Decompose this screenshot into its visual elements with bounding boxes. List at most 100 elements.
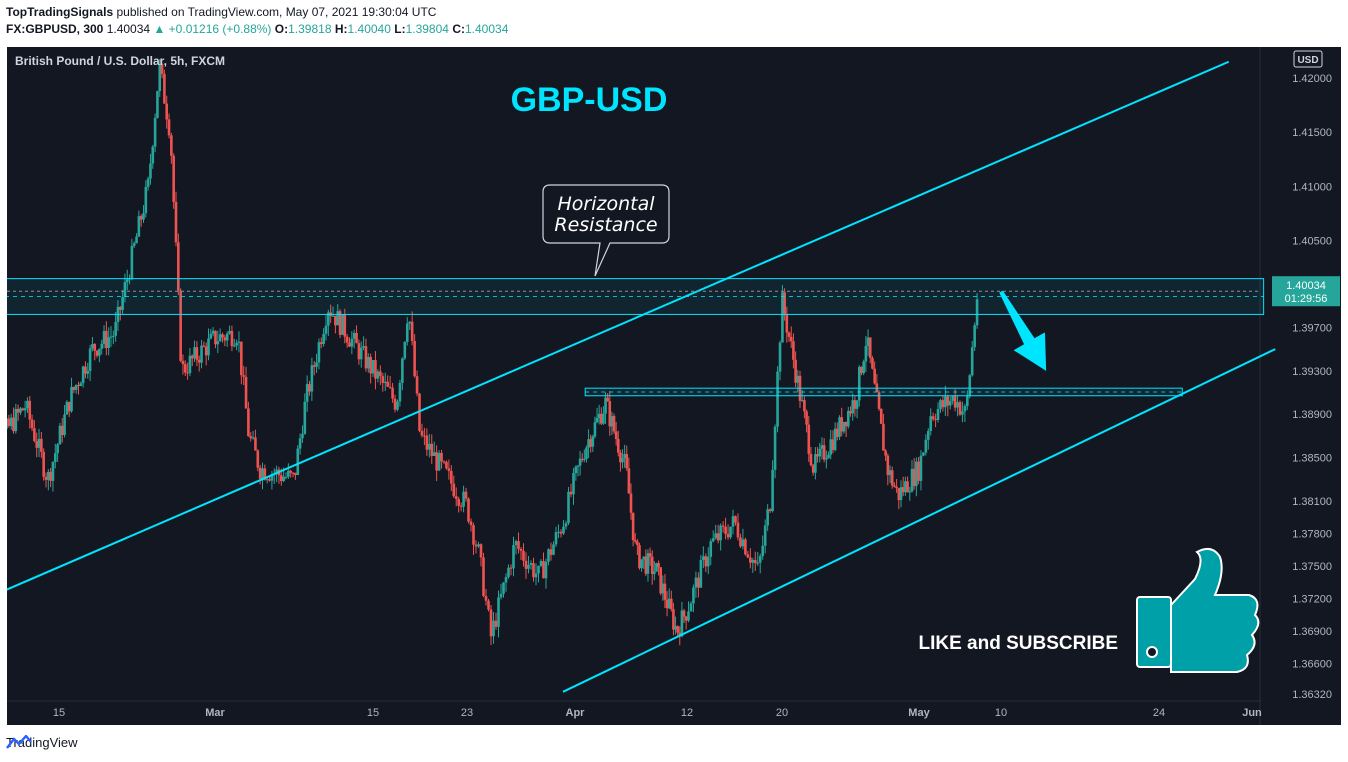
price-tick-label: 1.39700	[1292, 322, 1332, 334]
candle-body	[230, 330, 234, 347]
candle-body	[585, 447, 588, 459]
candle-body	[132, 243, 136, 246]
candle	[341, 314, 344, 336]
candle	[627, 457, 631, 494]
candle	[484, 589, 488, 606]
candle	[435, 445, 438, 482]
candle	[79, 381, 83, 387]
candle	[840, 407, 844, 437]
candle-body	[258, 467, 262, 479]
candle-body	[170, 135, 173, 156]
thumbs-up-icon[interactable]	[1136, 547, 1260, 673]
candle-body	[301, 433, 304, 439]
candle	[657, 560, 660, 576]
candle	[497, 590, 500, 638]
candle-body	[951, 396, 954, 401]
candle-body	[388, 386, 392, 388]
candle	[502, 582, 505, 598]
candle	[948, 396, 952, 410]
candle	[811, 463, 815, 476]
candle-body	[670, 598, 673, 610]
candle	[591, 434, 595, 452]
candle-body	[697, 577, 700, 588]
candle	[284, 472, 288, 480]
candle	[12, 407, 15, 434]
candle-body	[401, 358, 404, 383]
down-arrow[interactable]	[999, 290, 1047, 371]
candle	[694, 571, 698, 598]
price-axis[interactable]: 1.420001.415001.410001.405001.401001.397…	[1292, 73, 1332, 701]
candle-body	[467, 498, 470, 522]
candle-body	[338, 311, 342, 335]
candle	[366, 353, 370, 373]
candle-body	[552, 544, 555, 555]
price-tick-label: 1.37500	[1292, 561, 1332, 573]
candle	[303, 393, 307, 435]
resistance-callout[interactable]: Horizontal Resistance	[542, 184, 670, 277]
candle	[254, 429, 257, 451]
footer-brand[interactable]: TradingView	[6, 735, 78, 750]
candle-body	[284, 476, 288, 478]
chart-area[interactable]: British Pound / U.S. Dollar, 5h, FXCM GB…	[7, 47, 1341, 725]
candle	[589, 434, 592, 453]
author-name[interactable]: TopTradingSignals	[6, 5, 114, 19]
tradingview-logo-icon	[6, 735, 32, 749]
candle	[915, 457, 918, 497]
candle	[249, 432, 253, 442]
candle	[322, 328, 325, 347]
candle-body	[963, 406, 967, 412]
time-axis[interactable]: 15 Mar 15 23 Apr 12 20 May 10 24 Jun	[53, 707, 1262, 719]
candle	[873, 361, 876, 385]
candle-body	[684, 616, 688, 621]
candle-body	[709, 541, 713, 557]
candle-body	[574, 466, 578, 474]
chart-svg[interactable]: British Pound / U.S. Dollar, 5h, FXCM GB…	[7, 47, 1341, 725]
candle	[621, 449, 624, 469]
high-value: 1.40040	[347, 22, 391, 36]
candle	[216, 330, 220, 354]
candle	[72, 386, 76, 393]
candle-body	[689, 603, 693, 612]
candle	[882, 413, 885, 451]
candle	[963, 403, 967, 422]
candle	[888, 465, 892, 483]
candle-body	[829, 439, 833, 455]
currency-badge-box[interactable]	[1293, 50, 1323, 68]
candle	[864, 335, 868, 372]
candle	[917, 457, 920, 485]
candle-body	[383, 381, 387, 383]
price-tick-label: 1.37200	[1292, 594, 1332, 606]
price-tag-value: 1.40034	[1286, 280, 1326, 292]
candle-body	[648, 553, 652, 557]
candle-body	[376, 371, 380, 379]
candle-body	[343, 314, 347, 337]
time-tick-label: May	[908, 707, 930, 719]
candle-body	[393, 398, 397, 410]
candle	[19, 406, 22, 416]
candle	[871, 355, 874, 370]
candle-body	[324, 325, 328, 334]
candle-body	[796, 375, 800, 383]
candle	[315, 353, 318, 373]
candle	[35, 432, 39, 458]
candle	[572, 467, 575, 505]
candle-body	[214, 330, 217, 345]
candle	[65, 400, 69, 415]
candle	[789, 326, 793, 348]
candle	[736, 513, 740, 541]
candle-body	[849, 410, 852, 414]
candle	[612, 413, 616, 434]
candle-body	[428, 443, 431, 450]
candle-body	[631, 512, 635, 541]
candle	[699, 554, 703, 588]
candle	[452, 475, 456, 498]
candle	[381, 372, 385, 392]
horizontal-resistance-zone	[7, 278, 1265, 315]
candle-body	[415, 376, 419, 394]
candle	[785, 306, 789, 343]
candle-body	[232, 345, 236, 347]
candle-body	[766, 509, 769, 526]
candle	[855, 399, 859, 419]
candle	[604, 392, 607, 424]
candle	[459, 502, 463, 512]
